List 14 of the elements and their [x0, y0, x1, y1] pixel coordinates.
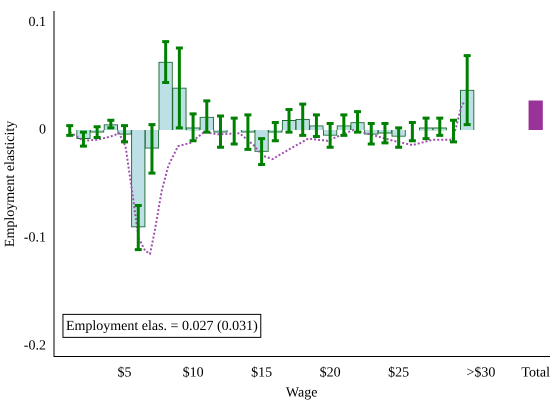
- x-axis-title: Wage: [286, 385, 318, 400]
- y-tick-label: 0: [38, 122, 46, 138]
- annotation: Employment elas. = 0.027 (0.031): [66, 319, 258, 334]
- y-tick-label: 0.1: [28, 14, 46, 30]
- x-tick-label: $20: [320, 365, 341, 380]
- x-tick-label: $10: [182, 365, 204, 380]
- x-tick-label: >$30: [466, 365, 496, 380]
- x-tick-label: $15: [251, 365, 272, 380]
- y-axis-title: Employment elasticity: [3, 120, 18, 248]
- x-tick-label: $25: [388, 365, 410, 380]
- y-tick-label: -0.1: [24, 230, 46, 246]
- y-tick-label: -0.2: [24, 338, 46, 354]
- x-tick-label: Total: [521, 365, 550, 380]
- x-tick-label: $5: [118, 365, 132, 380]
